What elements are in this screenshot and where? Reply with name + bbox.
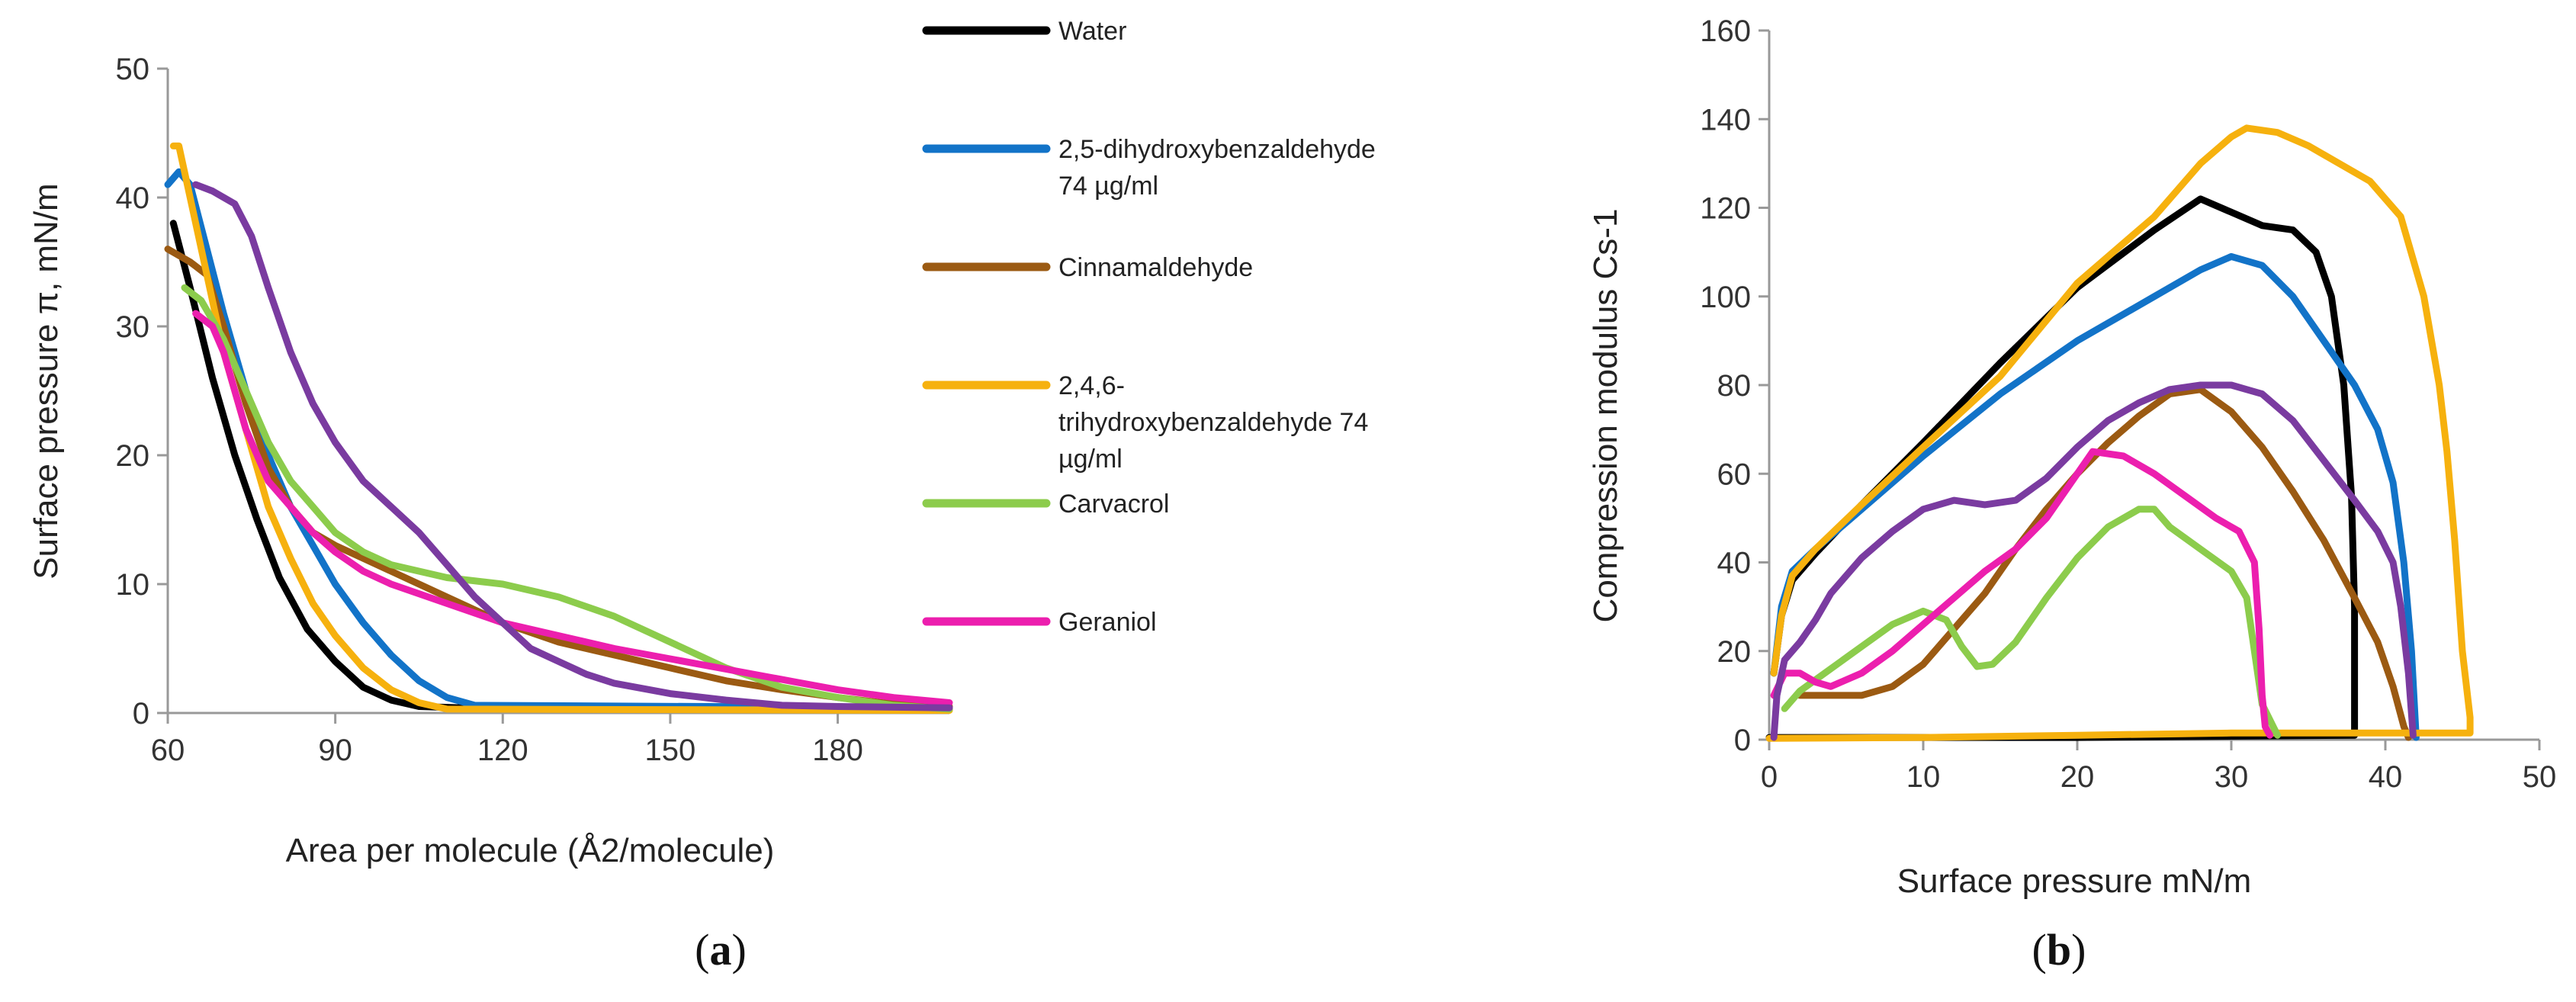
x-tick-label: 50 <box>2523 760 2557 794</box>
series-line-2-4-6-trihydroxybenzaldehyde-74-g-ml <box>169 142 953 715</box>
series-line-geraniol <box>192 310 953 706</box>
y-tick-label: 160 <box>1700 14 1751 48</box>
series-line-2-4-6-trihydroxybenzaldehyde-74-g-ml <box>1765 124 2474 742</box>
y-tick-label: 20 <box>1717 635 1752 669</box>
x-tick-label: 0 <box>1761 760 1778 794</box>
x-tick-label: 10 <box>1906 760 1941 794</box>
series-line-purple <box>1770 381 2417 741</box>
legend-item: Geraniol <box>922 608 1157 637</box>
x-tick-label: 90 <box>318 734 352 767</box>
y-tick-label: 10 <box>116 568 150 602</box>
panel-caption-a: (a) <box>695 925 747 975</box>
legend-item: 2,5-dihydroxybenzaldehyde 74 µg/ml <box>922 135 1376 201</box>
legend-item: Carvacrol <box>922 490 1169 519</box>
series-line-cinnamaldehyde <box>1796 386 2412 741</box>
chart-a-xlabel: Area per molecule (Å2/molecule) <box>286 832 775 869</box>
chart-a-ylabel: Surface pressure π, mN/m <box>27 183 65 579</box>
series-line-2-5-dihydroxybenzaldehyde-74-g-ml <box>164 168 953 711</box>
y-tick-label: 120 <box>1700 192 1751 226</box>
series-line-carvacrol <box>1781 506 2282 739</box>
chart-b-ylabel: Compression modulus Cs-1 <box>1587 209 1624 623</box>
chart-a: 0 10 20 30 40 50 60 90 120 150 180 <box>116 53 953 767</box>
x-tick-label: 60 <box>151 734 185 767</box>
legend-label: 2,4,6-trihydroxybenzaldehyde 74 µg/ml <box>1058 371 1368 474</box>
y-tick-label: 80 <box>1717 369 1752 403</box>
legend-label: Carvacrol <box>1058 490 1169 519</box>
x-tick-label: 20 <box>2060 760 2095 794</box>
series-line-purple <box>192 181 953 711</box>
series-line-water <box>169 220 953 713</box>
series-line-geraniol <box>1770 448 2273 739</box>
y-tick-label: 20 <box>116 439 150 473</box>
y-tick-label: 60 <box>1717 458 1752 491</box>
legend-label: Geraniol <box>1058 608 1157 637</box>
legend-item: Water <box>922 17 1126 46</box>
x-tick-label: 30 <box>2215 760 2249 794</box>
x-tick-label: 120 <box>477 734 528 767</box>
chart-b: 0 20 40 60 80 100 120 140 160 0 10 20 30 40 50 <box>1700 14 2556 794</box>
series-line-water <box>1765 195 2359 741</box>
chart-b-xlabel: Surface pressure mN/m <box>1897 862 2252 900</box>
legend: Water 2,5-dihydroxybenzaldehyde 74 µg/ml Ci… <box>922 17 1376 637</box>
x-tick-label: 180 <box>812 734 863 767</box>
legend-label: Water <box>1058 17 1126 46</box>
legend-item: 2,4,6-trihydroxybenzaldehyde 74 µg/ml <box>922 371 1368 474</box>
y-tick-label: 0 <box>133 697 149 731</box>
y-tick-label: 30 <box>116 310 150 344</box>
y-tick-label: 0 <box>1734 724 1751 757</box>
panel-caption-b: (b) <box>2032 925 2086 975</box>
legend-item: Cinnamaldehyde <box>922 253 1253 282</box>
y-tick-label: 100 <box>1700 281 1751 314</box>
y-tick-label: 40 <box>1717 547 1752 580</box>
y-tick-label: 40 <box>116 181 150 215</box>
legend-label: 2,5-dihydroxybenzaldehyde 74 µg/ml <box>1058 135 1376 201</box>
x-tick-label: 40 <box>2369 760 2403 794</box>
y-tick-label: 140 <box>1700 103 1751 136</box>
y-tick-label: 50 <box>116 53 150 86</box>
legend-label: Cinnamaldehyde <box>1058 253 1253 282</box>
series-line-carvacrol <box>181 284 953 713</box>
x-tick-label: 150 <box>645 734 696 767</box>
